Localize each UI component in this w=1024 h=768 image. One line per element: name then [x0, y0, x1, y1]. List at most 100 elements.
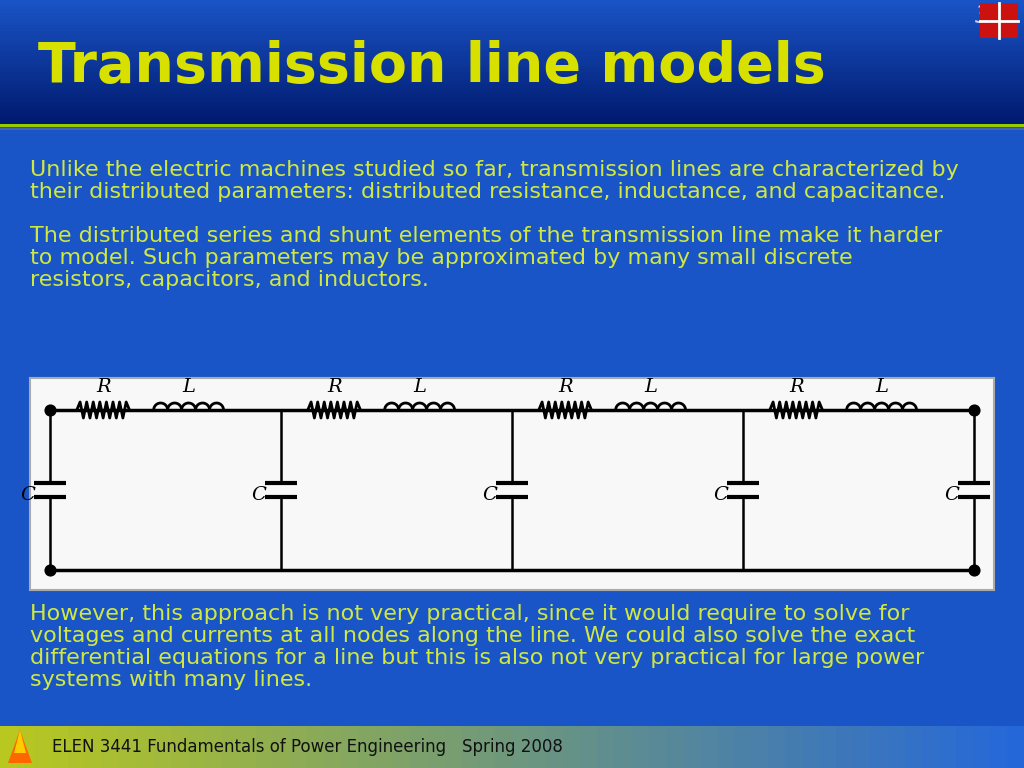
Bar [955, 726, 974, 768]
Text: their distributed parameters: distributed resistance, inductance, and capacitanc: their distributed parameters: distribute… [30, 182, 945, 202]
Bar [187, 726, 206, 768]
Text: C: C [252, 486, 266, 504]
Bar [0, 726, 1024, 768]
Bar [0, 2, 1024, 6]
Text: R: R [327, 378, 341, 396]
Bar [85, 726, 103, 768]
Bar [597, 726, 615, 768]
Bar [0, 30, 1024, 35]
Bar [495, 726, 513, 768]
Point [966, 564, 982, 576]
Point [42, 404, 58, 416]
Text: systems with many lines.: systems with many lines. [30, 670, 312, 690]
Bar [0, 114, 1024, 119]
Bar [0, 27, 1024, 31]
Bar [0, 124, 1024, 127]
Bar [0, 87, 1024, 91]
Bar [717, 726, 735, 768]
Text: resistors, capacitors, and inductors.: resistors, capacitors, and inductors. [30, 270, 429, 290]
Bar [939, 726, 956, 768]
Bar [0, 71, 1024, 75]
Text: C: C [944, 486, 959, 504]
Bar [0, 105, 1024, 109]
Bar [0, 118, 1024, 122]
Bar [0, 58, 1024, 62]
Bar [171, 726, 188, 768]
Bar [0, 726, 18, 768]
Bar [870, 726, 889, 768]
Text: C: C [714, 486, 728, 504]
Bar [888, 726, 905, 768]
Bar [0, 80, 1024, 84]
Bar [785, 726, 803, 768]
Bar [990, 726, 1008, 768]
Bar [392, 726, 411, 768]
Bar [154, 726, 172, 768]
Bar [0, 37, 1024, 41]
Bar [341, 726, 359, 768]
Bar [0, 24, 1024, 28]
Bar [980, 3, 1018, 38]
Text: L: L [413, 378, 426, 396]
Bar [802, 726, 820, 768]
Bar [751, 726, 769, 768]
Point [42, 564, 58, 576]
Text: differential equations for a line but this is also not very practical for large : differential equations for a line but th… [30, 648, 925, 668]
Bar [529, 726, 547, 768]
Bar [0, 90, 1024, 94]
Bar [0, 108, 1024, 112]
Bar [256, 726, 274, 768]
Text: However, this approach is not very practical, since it would require to solve fo: However, this approach is not very pract… [30, 604, 909, 624]
Text: C: C [20, 486, 36, 504]
Bar [376, 726, 393, 768]
Bar [563, 726, 582, 768]
Bar [0, 5, 1024, 9]
Bar [0, 33, 1024, 38]
Bar [648, 726, 667, 768]
Bar [632, 726, 649, 768]
Bar [205, 726, 223, 768]
Bar [410, 726, 428, 768]
Bar [427, 726, 444, 768]
Bar [904, 726, 923, 768]
Bar [819, 726, 838, 768]
Bar [0, 0, 1024, 3]
Bar [0, 68, 1024, 72]
Bar [290, 726, 308, 768]
Bar [546, 726, 564, 768]
Bar [0, 40, 1024, 44]
Bar [581, 726, 598, 768]
Polygon shape [14, 730, 26, 753]
Bar [0, 49, 1024, 53]
Bar [273, 726, 291, 768]
Bar [699, 726, 718, 768]
Bar [461, 726, 479, 768]
Bar [0, 61, 1024, 65]
Text: Unlike the electric machines studied so far, transmission lines are characterize: Unlike the electric machines studied so … [30, 160, 958, 180]
Bar [102, 726, 121, 768]
Text: C: C [482, 486, 498, 504]
Bar [325, 726, 342, 768]
Bar [478, 726, 496, 768]
Bar [734, 726, 752, 768]
Bar [0, 74, 1024, 78]
Text: The distributed series and shunt elements of the transmission line make it harde: The distributed series and shunt element… [30, 226, 942, 246]
Bar [0, 121, 1024, 125]
Bar [512, 726, 530, 768]
Text: voltages and currents at all nodes along the line. We could also solve the exact: voltages and currents at all nodes along… [30, 626, 915, 646]
Text: 35: 35 [975, 4, 1005, 28]
Bar [120, 726, 137, 768]
Text: Transmission line models: Transmission line models [38, 41, 825, 94]
Bar [0, 12, 1024, 15]
Bar [34, 726, 52, 768]
Bar [0, 46, 1024, 50]
Bar [768, 726, 786, 768]
Text: R: R [788, 378, 804, 396]
Polygon shape [8, 730, 32, 763]
Bar [614, 726, 633, 768]
Bar [0, 99, 1024, 103]
Text: L: L [182, 378, 196, 396]
Bar [0, 102, 1024, 106]
Bar [922, 726, 940, 768]
Text: L: L [644, 378, 657, 396]
